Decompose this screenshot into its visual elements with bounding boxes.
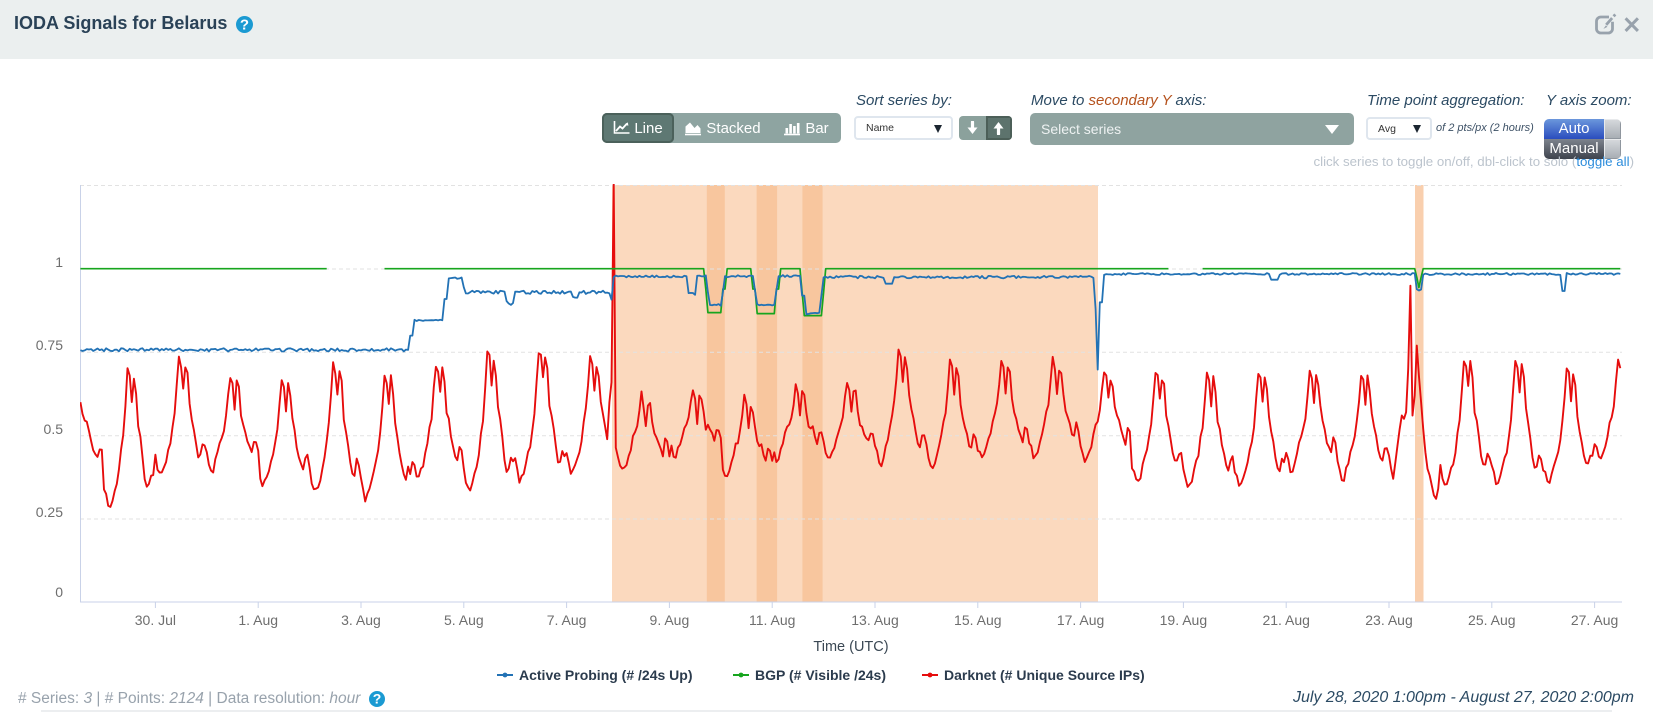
svg-text:0.75: 0.75 (36, 337, 63, 353)
svg-text:11. Aug: 11. Aug (749, 612, 795, 628)
svg-text:BGP (# Visible /24s): BGP (# Visible /24s) (755, 667, 886, 683)
svg-text:5. Aug: 5. Aug (444, 612, 484, 628)
svg-text:15. Aug: 15. Aug (954, 612, 1002, 628)
svg-text:Darknet (# Unique Source IPs): Darknet (# Unique Source IPs) (944, 667, 1145, 683)
svg-text:23. Aug: 23. Aug (1365, 612, 1413, 628)
svg-text:3. Aug: 3. Aug (341, 612, 381, 628)
svg-text:Active Probing (# /24s Up): Active Probing (# /24s Up) (519, 667, 692, 683)
svg-text:Time (UTC): Time (UTC) (813, 639, 888, 655)
svg-text:?: ? (240, 16, 249, 33)
svg-text:21. Aug: 21. Aug (1262, 612, 1310, 628)
svg-text:9. Aug: 9. Aug (650, 612, 690, 628)
svg-text:30. Jul: 30. Jul (135, 612, 176, 628)
svg-text:1. Aug: 1. Aug (238, 612, 278, 628)
svg-text:0: 0 (55, 584, 63, 600)
svg-text:13. Aug: 13. Aug (851, 612, 899, 628)
svg-text:1: 1 (55, 254, 63, 270)
svg-text:17. Aug: 17. Aug (1057, 612, 1105, 628)
svg-text:25. Aug: 25. Aug (1468, 612, 1516, 628)
svg-text:7. Aug: 7. Aug (547, 612, 587, 628)
svg-text:19. Aug: 19. Aug (1160, 612, 1208, 628)
svg-text:27. Aug: 27. Aug (1571, 612, 1619, 628)
svg-text:?: ? (373, 690, 382, 706)
svg-text:0.25: 0.25 (36, 504, 63, 520)
svg-text:0.5: 0.5 (44, 421, 64, 437)
